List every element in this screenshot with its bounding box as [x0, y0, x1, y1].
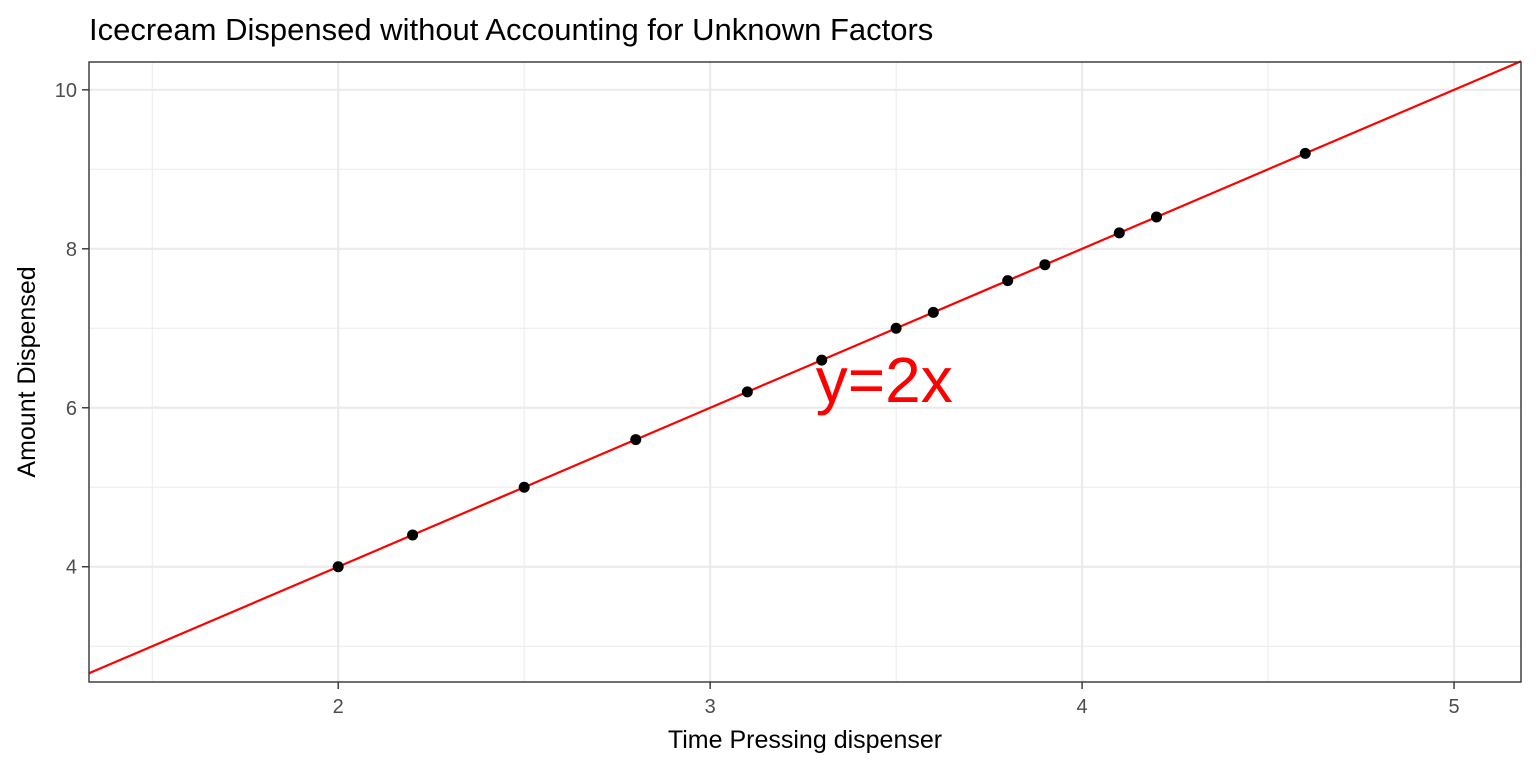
equation-annotation: y=2x — [816, 344, 953, 416]
major-gridlines — [89, 62, 1521, 682]
x-tick-label: 5 — [1448, 696, 1459, 718]
minor-gridlines — [89, 62, 1521, 682]
x-tick-label: 3 — [705, 696, 716, 718]
data-point — [890, 322, 902, 334]
x-tick-label: 2 — [333, 696, 344, 718]
data-point — [332, 561, 344, 573]
chart-title: Icecream Dispensed without Accounting fo… — [89, 12, 933, 47]
y-axis-title: Amount Dispensed — [13, 266, 41, 477]
data-point — [927, 306, 939, 318]
data-point — [1113, 227, 1125, 239]
y-axis: 4 6 8 10 — [55, 80, 89, 579]
data-points — [332, 147, 1311, 573]
data-point — [407, 529, 419, 541]
fit-line-group — [88, 60, 1522, 675]
x-axis: 2 3 4 5 — [333, 682, 1460, 718]
data-point — [1039, 259, 1051, 271]
fit-line — [88, 60, 1522, 675]
data-point — [630, 434, 642, 446]
data-point — [1299, 147, 1311, 159]
y-tick-label: 8 — [66, 239, 77, 261]
plot-border — [88, 61, 1522, 683]
data-point — [741, 386, 753, 398]
x-tick-label: 4 — [1077, 696, 1088, 718]
data-point — [816, 354, 828, 366]
x-axis-title: Time Pressing dispenser — [668, 726, 942, 754]
y-tick-label: 4 — [66, 557, 77, 579]
y-tick-label: 6 — [66, 398, 77, 420]
data-point — [1002, 275, 1014, 287]
data-point — [1150, 211, 1162, 223]
y-tick-label: 10 — [55, 80, 77, 102]
plot-background — [89, 62, 1521, 682]
data-point — [518, 481, 530, 493]
